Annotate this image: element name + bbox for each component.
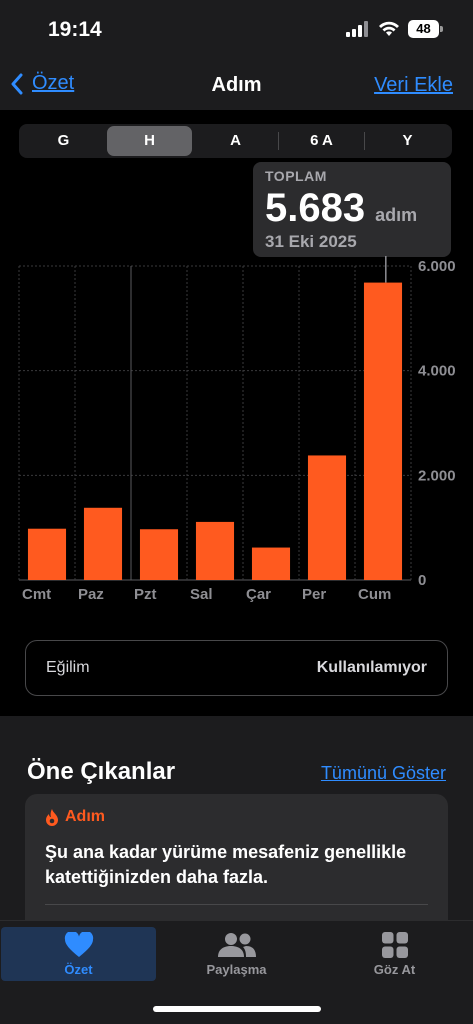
highlight-card-category: Adım: [65, 808, 105, 825]
people-icon: [217, 932, 256, 957]
heart-icon: [64, 931, 93, 957]
trend-label: Eğilim: [46, 659, 90, 676]
trend-row[interactable]: Eğilim Kullanılamıyor: [25, 640, 448, 696]
back-button[interactable]: Özet: [10, 72, 74, 95]
tab-sharing-label: Paylaşma: [206, 961, 267, 977]
tooltip-unit: adım: [375, 205, 418, 225]
x-tick-label: Çar: [246, 586, 271, 603]
bar-cmt[interactable]: [27, 528, 67, 580]
cellular-signal-icon: [346, 21, 368, 37]
grid-icon: [381, 931, 408, 958]
bar-paz[interactable]: [83, 507, 123, 580]
bar-cum[interactable]: [363, 282, 403, 580]
x-tick-label: Per: [302, 586, 326, 603]
tab-sharing[interactable]: Paylaşma: [159, 927, 314, 981]
flame-icon: [46, 808, 58, 826]
x-tick-label: Cum: [358, 586, 391, 603]
y-tick-label: 2.000: [418, 467, 456, 484]
add-data-button[interactable]: Veri Ekle: [374, 74, 453, 96]
back-button-label: Özet: [32, 72, 75, 94]
chevron-left-icon: [11, 73, 23, 94]
bar-per[interactable]: [307, 455, 347, 580]
tooltip-value: 5.683: [265, 186, 366, 230]
bar-sal[interactable]: [195, 521, 235, 580]
y-tick-label: 0: [418, 572, 426, 589]
bar-çar[interactable]: [251, 547, 291, 580]
trend-value: Kullanılamıyor: [316, 659, 427, 676]
wifi-icon: [379, 21, 399, 36]
page-title: Adım: [211, 74, 262, 96]
y-tick-label: 6.000: [418, 258, 456, 275]
segment-week[interactable]: H: [107, 126, 192, 156]
segment-day[interactable]: G: [57, 132, 70, 149]
tooltip-date: 31 Eki 2025: [265, 232, 357, 251]
segment-divider: [364, 132, 365, 150]
segment-month[interactable]: A: [230, 132, 241, 149]
time-range-selector: G H A 6 A Y: [19, 124, 452, 158]
segment-six-months[interactable]: 6 A: [310, 132, 333, 149]
navigation-bar: Özet Adım Veri Ekle: [0, 62, 473, 110]
tab-browse[interactable]: Göz At: [317, 927, 472, 981]
card-divider: [45, 904, 428, 905]
highlight-card[interactable]: Adım Şu ana kadar yürüme mesafeniz genel…: [25, 794, 448, 944]
x-tick-label: Pzt: [134, 586, 157, 603]
tab-browse-label: Göz At: [373, 961, 416, 977]
steps-bar-chart[interactable]: 6.000 4.000 2.000 0 Cmt Paz Pzt Sal Çar Per Cum: [0, 256, 473, 616]
show-all-link[interactable]: Tümünü Göster: [320, 763, 446, 783]
status-icons: 48: [346, 20, 443, 38]
x-tick-label: Paz: [78, 586, 104, 603]
tab-summary[interactable]: Özet: [1, 927, 156, 981]
home-indicator: [153, 1006, 321, 1012]
battery-icon: 48: [408, 20, 443, 38]
highlights-title: Öne Çıkanlar: [27, 758, 176, 785]
selection-tooltip: TOPLAM 5.683 adım 31 Eki 2025: [253, 162, 451, 257]
status-bar: 19:14 48: [0, 0, 473, 62]
y-tick-label: 4.000: [418, 363, 456, 380]
tab-summary-label: Özet: [64, 961, 93, 977]
bar-pzt[interactable]: [139, 529, 179, 580]
x-tick-label: Cmt: [22, 586, 51, 603]
highlight-card-text: Şu ana kadar yürüme mesafeniz genellikle…: [45, 842, 407, 887]
segment-year[interactable]: Y: [402, 132, 413, 149]
status-time: 19:14: [48, 18, 102, 41]
tooltip-label: TOPLAM: [265, 168, 327, 184]
x-tick-label: Sal: [190, 586, 213, 603]
segment-divider: [278, 132, 279, 150]
